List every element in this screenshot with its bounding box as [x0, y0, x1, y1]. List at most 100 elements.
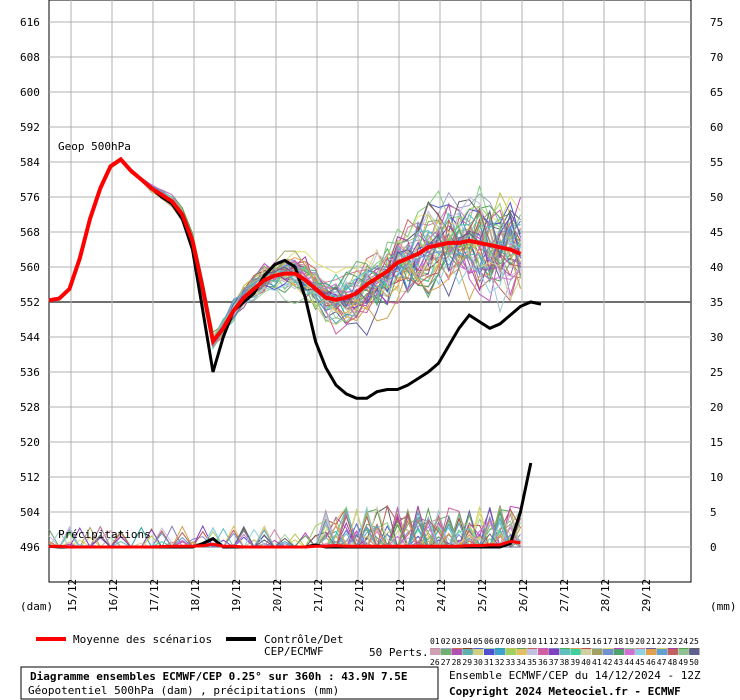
- geop-panel-label: Geop 500hPa: [58, 140, 131, 153]
- legend-member-id: 37: [549, 658, 559, 667]
- left-tick-label: 544: [20, 331, 40, 344]
- legend-member-swatch: [462, 649, 473, 655]
- legend-mean-label: Moyenne des scénarios: [73, 633, 212, 646]
- date-tick-label: 27/12: [558, 579, 571, 612]
- left-tick-label: 592: [20, 121, 40, 134]
- right-tick-label: 0: [710, 541, 717, 554]
- legend-member-id: 39: [570, 658, 580, 667]
- right-tick-label: 35: [710, 296, 723, 309]
- legend-member-id: 40: [581, 658, 591, 667]
- left-tick-label: 496: [20, 541, 40, 554]
- legend-member-swatch: [527, 649, 538, 655]
- footer-subtitle: Géopotentiel 500hPa (dam) , précipitatio…: [28, 684, 339, 697]
- left-tick-label: 568: [20, 226, 40, 239]
- legend-member-id: 46: [646, 658, 656, 667]
- legend-member-id: 03: [452, 637, 462, 646]
- legend-member-swatch: [559, 649, 570, 655]
- right-tick-label: 5: [710, 506, 717, 519]
- legend-member-id: 18: [614, 637, 624, 646]
- legend-member-id: 44: [624, 658, 634, 667]
- legend-member-swatch: [484, 649, 495, 655]
- legend-member-id: 04: [462, 637, 472, 646]
- legend-member-id: 25: [689, 637, 699, 646]
- legend-member-id: 43: [614, 658, 624, 667]
- precip-panel-label: Précipitations: [58, 528, 151, 541]
- date-tick-label: 22/12: [353, 579, 366, 612]
- mean-precip-line: [48, 539, 521, 549]
- legend-member-swatch: [635, 649, 646, 655]
- right-tick-label: 55: [710, 156, 723, 169]
- legend-member-id: 20: [635, 637, 645, 646]
- legend-member-swatch: [689, 649, 700, 655]
- left-tick-label: 512: [20, 471, 40, 484]
- legend-member-swatch: [473, 649, 484, 655]
- legend-member-id: 16: [592, 637, 602, 646]
- legend-member-id: 15: [581, 637, 591, 646]
- legend-member-id: 01: [430, 637, 440, 646]
- legend-member-id: 24: [678, 637, 688, 646]
- date-tick-label: 26/12: [517, 579, 530, 612]
- legend-member-grid: 01 02 03 04 05 06 07 08 09 10 11 12 13 14 15 16 17 18 19 20…: [430, 637, 700, 667]
- legend-member-id: 31: [484, 658, 494, 667]
- left-tick-label: 552: [20, 296, 40, 309]
- date-tick-label: 21/12: [312, 579, 325, 612]
- left-tick-label: 616: [20, 16, 40, 29]
- right-tick-label: 25: [710, 366, 723, 379]
- legend-member-id: 21: [646, 637, 656, 646]
- footer-title: Diagramme ensembles ECMWF/CEP 0.25° sur …: [30, 670, 408, 683]
- legend-member-swatch: [592, 649, 603, 655]
- footer-run: Ensemble ECMWF/CEP du 14/12/2024 - 12Z: [449, 669, 701, 682]
- legend-control-label-1: Contrôle/Det: [264, 633, 343, 646]
- legend-member-id: 34: [516, 658, 526, 667]
- date-tick-label: 18/12: [189, 579, 202, 612]
- left-tick-label: 536: [20, 366, 40, 379]
- legend-member-id: 12: [549, 637, 559, 646]
- legend-member-id: 06: [484, 637, 494, 646]
- legend-member-id: 36: [538, 658, 548, 667]
- legend-member-id: 05: [473, 637, 483, 646]
- right-tick-label: 45: [710, 226, 723, 239]
- date-tick-label: 19/12: [230, 579, 243, 612]
- legend-member-id: 42: [603, 658, 613, 667]
- legend-member-swatch: [494, 649, 506, 655]
- legend-member-id: 38: [560, 658, 570, 667]
- legend-member-id: 22: [657, 637, 667, 646]
- footer-title-box: [20, 666, 439, 700]
- legend-member-id: 17: [603, 637, 613, 646]
- legend-member-id: 14: [570, 637, 580, 646]
- legend-member-swatch: [451, 649, 462, 655]
- left-tick-label: 560: [20, 261, 40, 274]
- main-lines: [48, 156, 542, 549]
- legend-perts-label: 50 Perts.: [369, 646, 429, 659]
- legend-member-swatch: [430, 649, 441, 655]
- right-tick-label: 70: [710, 51, 723, 64]
- legend-member-id: 49: [678, 658, 688, 667]
- mean-geop-line: [48, 156, 522, 347]
- right-tick-label: 20: [710, 401, 723, 414]
- left-tick-label: 520: [20, 436, 40, 449]
- date-tick-label: 24/12: [435, 579, 448, 612]
- legend-member-swatch: [505, 649, 516, 655]
- footer-copyright: Copyright 2024 Meteociel.fr - ECMWF: [449, 685, 681, 698]
- left-tick-label: 608: [20, 51, 40, 64]
- legend-member-id: 45: [635, 658, 645, 667]
- legend-member-id: 30: [473, 658, 483, 667]
- legend-member-swatch: [538, 649, 549, 655]
- legend-member-id: 23: [668, 637, 678, 646]
- date-tick-label: 28/12: [599, 579, 612, 612]
- legend-control-label-2: CEP/ECMWF: [264, 645, 324, 658]
- date-tick-label: 25/12: [476, 579, 489, 612]
- legend-member-id: 26: [430, 658, 440, 667]
- legend-member-id: 48: [668, 658, 678, 667]
- left-axis-unit: (dam): [20, 600, 53, 613]
- date-tick-label: 15/12: [66, 579, 79, 612]
- right-tick-label: 15: [710, 436, 723, 449]
- legend-member-id: 32: [495, 658, 505, 667]
- date-tick-label: 23/12: [394, 579, 407, 612]
- legend-member-id: 10: [527, 637, 537, 646]
- legend-member-swatch: [602, 649, 614, 655]
- legend-member-swatch: [646, 649, 657, 655]
- legend-member-id: 19: [624, 637, 634, 646]
- left-tick-label: 504: [20, 506, 40, 519]
